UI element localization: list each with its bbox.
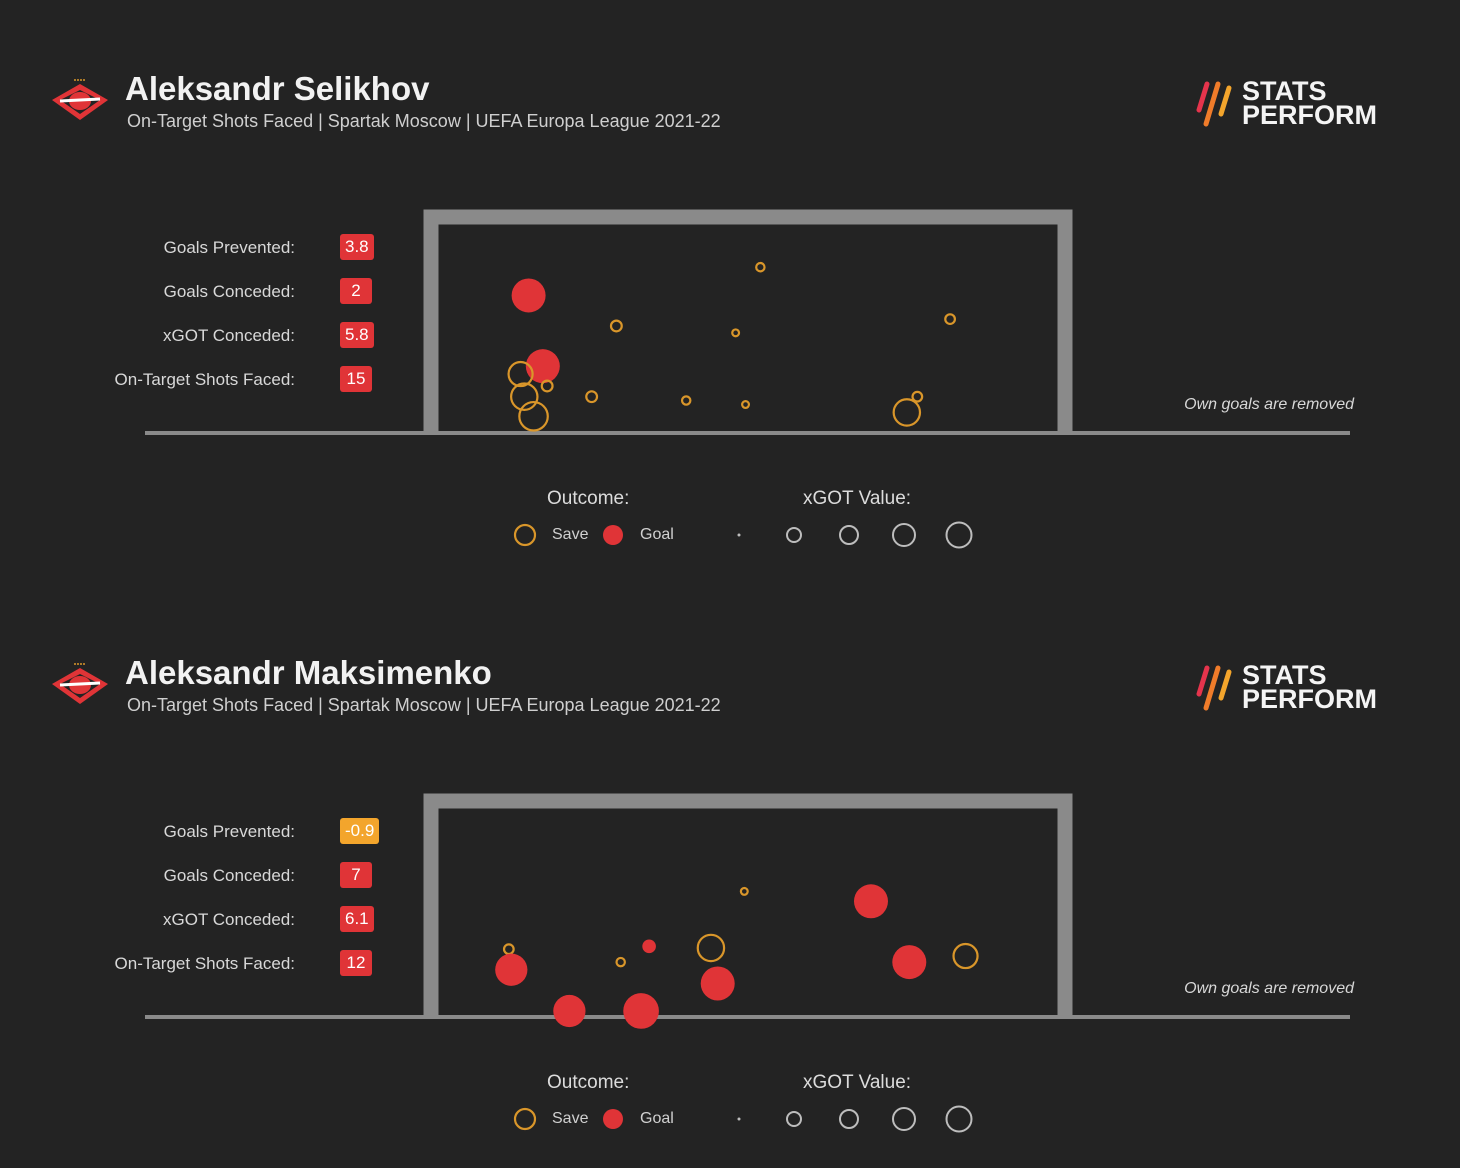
brand-line-1: STATS (1242, 660, 1327, 690)
legend-goal-marker (603, 525, 623, 545)
stat-xgot-conceded: xGOT Conceded: 5.8 (60, 322, 390, 350)
legend-xgot-title: xGOT Value: (803, 1072, 912, 1093)
stat-goals-prevented: Goals Prevented: -0.9 (60, 818, 390, 846)
legend-markers (513, 1105, 973, 1133)
stat-value: 2 (340, 278, 372, 304)
legend-xgot-size-marker (737, 533, 741, 537)
brand-line-2: PERFORM (1242, 684, 1377, 714)
spartak-logo-icon (52, 663, 108, 704)
stats-perform-mark-icon (1196, 81, 1232, 127)
save-shot-marker (944, 313, 956, 326)
stat-goals-conceded: Goals Conceded: 7 (60, 862, 390, 890)
chart-subtitle: On-Target Shots Faced | Spartak Moscow |… (127, 695, 721, 715)
shot-markers (507, 261, 956, 432)
own-goals-note: Own goals are removed (1184, 396, 1354, 413)
stat-label: Goals Conceded: (163, 866, 295, 885)
save-shot-marker (952, 942, 979, 970)
stat-shots-faced: On-Target Shots Faced: 12 (60, 950, 390, 978)
goal-shot-map (145, 209, 1350, 549)
stat-label: Goals Conceded: (163, 282, 295, 301)
legend-xgot-size-marker (786, 527, 802, 543)
legend-goal-marker (603, 1109, 623, 1129)
stat-xgot-conceded: xGOT Conceded: 6.1 (60, 906, 390, 934)
goal-shot-marker (892, 945, 927, 980)
legend-xgot-size-marker (839, 525, 859, 545)
stat-value: 6.1 (340, 906, 374, 932)
shot-markers (495, 884, 979, 1029)
legend-xgot-size-marker (892, 523, 916, 547)
stat-value: 5.8 (340, 322, 374, 348)
legend-goal-label: Goal (640, 526, 674, 543)
stat-goals-prevented: Goals Prevented: 3.8 (60, 234, 390, 262)
stat-label: xGOT Conceded: (163, 910, 295, 929)
legend-xgot-size-marker (737, 1117, 741, 1121)
goalkeeper-panel: Aleksandr Maksimenko On-Target Shots Fac… (0, 584, 1460, 1168)
save-shot-marker (502, 943, 515, 956)
own-goals-note: Own goals are removed (1184, 980, 1354, 997)
stat-goals-conceded: Goals Conceded: 2 (60, 278, 390, 306)
save-shot-marker (892, 398, 922, 427)
goal-shot-marker (553, 994, 586, 1028)
stat-label: Goals Prevented: (163, 238, 295, 257)
goal-shot-marker (495, 953, 528, 986)
goal-shot-marker (623, 993, 659, 1029)
goal-frame (423, 209, 1073, 433)
save-shot-marker (739, 886, 749, 896)
stat-label: On-Target Shots Faced: (114, 954, 295, 973)
save-shot-marker (510, 382, 539, 411)
save-shot-marker (741, 400, 751, 410)
player-name: Aleksandr Selikhov (125, 70, 430, 107)
legend-xgot-size-marker (786, 1111, 802, 1127)
save-shot-marker (609, 319, 623, 333)
goal-shot-marker (700, 966, 735, 1001)
stat-value: 12 (340, 950, 372, 976)
save-shot-marker (696, 933, 726, 963)
stat-value: 3.8 (340, 234, 374, 260)
stats-perform-logo: STATS PERFORM (1196, 76, 1386, 132)
legend-xgot-size-marker (945, 521, 973, 549)
save-shot-marker (680, 395, 692, 406)
save-shot-marker (507, 360, 534, 388)
brand-line-1: STATS (1242, 76, 1327, 106)
goalkeeper-panel: Aleksandr Selikhov On-Target Shots Faced… (52, 70, 1386, 549)
stat-label: On-Target Shots Faced: (114, 370, 295, 389)
player-name: Aleksandr Maksimenko (125, 654, 492, 691)
goal-shot-marker (853, 884, 888, 919)
stat-label: Goals Prevented: (163, 822, 295, 841)
save-shot-marker (615, 956, 626, 968)
goal-shot-marker (642, 939, 656, 954)
legend-xgot-size-marker (892, 1107, 916, 1131)
stat-value: 15 (340, 366, 372, 392)
legend-xgot-title: xGOT Value: (803, 488, 912, 509)
legend-save-marker (513, 523, 537, 547)
save-shot-marker (540, 379, 554, 393)
save-shot-marker (755, 261, 766, 273)
spartak-logo-icon (52, 79, 108, 120)
stat-value: 7 (340, 862, 372, 888)
stat-label: xGOT Conceded: (163, 326, 295, 345)
brand-line-2: PERFORM (1242, 100, 1377, 130)
stat-value: -0.9 (340, 818, 380, 844)
legend-xgot-size-marker (839, 1109, 859, 1129)
legend-outcome-title: Outcome: (547, 1072, 630, 1093)
stats-perform-mark-icon (1196, 665, 1232, 711)
legend-save-marker (513, 1107, 537, 1131)
save-shot-marker (518, 400, 549, 432)
save-shot-marker (911, 390, 924, 403)
legend-save-label: Save (552, 1110, 589, 1127)
stats-perform-logo: STATS PERFORM (1196, 660, 1386, 716)
legend-outcome-title: Outcome: (547, 488, 630, 509)
goal-frame (423, 793, 1073, 1017)
stat-shots-faced: On-Target Shots Faced: 15 (60, 366, 390, 394)
goal-shot-map (145, 793, 1350, 1133)
goal-shot-marker (511, 278, 546, 313)
legend-goal-label: Goal (640, 1110, 674, 1127)
save-shot-marker (585, 390, 599, 404)
save-shot-marker (731, 328, 741, 338)
legend-xgot-size-marker (945, 1105, 973, 1133)
legend-markers (513, 521, 973, 549)
chart-subtitle: On-Target Shots Faced | Spartak Moscow |… (127, 111, 721, 131)
goal-shot-marker (525, 349, 560, 384)
legend-save-label: Save (552, 526, 589, 543)
